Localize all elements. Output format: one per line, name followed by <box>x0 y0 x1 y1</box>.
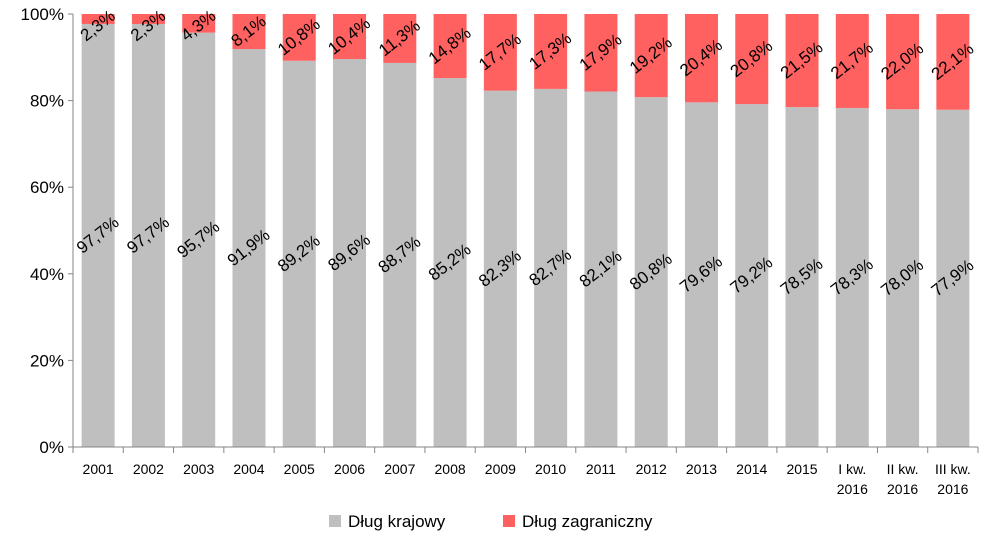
bar-dlug-krajowy <box>81 23 115 448</box>
x-tick-label: 2011 <box>586 461 616 477</box>
bar-dlug-zagraniczny <box>483 14 517 91</box>
bar-dlug-krajowy <box>182 32 216 448</box>
y-tick-label: 60% <box>30 178 64 197</box>
bar-dlug-krajowy <box>131 23 165 448</box>
x-tick-label: 2005 <box>284 461 315 477</box>
axes-layer: 0% 20% 40% 60% 80% 100% 2001 2002 2003 2004 2005 20… <box>21 5 979 497</box>
bar-dlug-krajowy <box>534 88 568 447</box>
legend-label: Dług krajowy <box>348 512 446 531</box>
bar-dlug-krajowy <box>433 78 467 448</box>
bar-dlug-zagraniczny <box>886 14 920 110</box>
x-tick-label: 2001 <box>83 461 114 477</box>
bar-dlug-krajowy <box>835 107 869 447</box>
bar-dlug-krajowy <box>735 104 769 448</box>
bar-dlug-zagraniczny <box>835 14 869 108</box>
bar-dlug-zagraniczny <box>383 14 417 63</box>
legend-item-dlug-krajowy: Dług krajowy <box>329 512 446 531</box>
bar-dlug-zagraniczny <box>584 14 618 92</box>
x-tick-label: 2002 <box>133 461 164 477</box>
x-tick-label: 2006 <box>334 461 365 477</box>
legend: Dług krajowy Dług zagraniczny <box>329 512 653 531</box>
x-tick-label: III kw. <box>935 461 971 477</box>
bar-dlug-zagraniczny <box>634 14 668 98</box>
bar-dlug-krajowy <box>936 109 970 448</box>
bar-dlug-krajowy <box>634 97 668 448</box>
x-tick-label: 2016 <box>887 481 918 497</box>
x-tick-label: 2007 <box>384 461 415 477</box>
legend-item-dlug-zagraniczny: Dług zagraniczny <box>503 512 653 531</box>
bar-dlug-zagraniczny <box>81 14 115 24</box>
bar-dlug-krajowy <box>483 90 517 448</box>
x-tick-label: 2008 <box>435 461 466 477</box>
bar-dlug-krajowy <box>684 102 718 447</box>
x-tick-label: 2016 <box>937 481 968 497</box>
x-tick-label: II kw. <box>887 461 919 477</box>
bar-dlug-krajowy <box>232 49 266 447</box>
x-tick-label: 2004 <box>233 461 264 477</box>
legend-swatch <box>503 515 515 527</box>
x-tick-label: 2003 <box>183 461 214 477</box>
legend-swatch <box>329 515 341 527</box>
bar-dlug-zagraniczny <box>131 14 165 24</box>
x-tick-label: 2010 <box>535 461 566 477</box>
bar-dlug-zagraniczny <box>735 14 769 105</box>
y-tick-label: 0% <box>39 438 64 457</box>
x-tick-label: 2013 <box>686 461 717 477</box>
bar-dlug-zagraniczny <box>333 14 367 60</box>
bar-dlug-krajowy <box>886 109 920 447</box>
bar-dlug-zagraniczny <box>936 14 970 110</box>
y-tick-label: 40% <box>30 265 64 284</box>
bar-dlug-zagraniczny <box>182 14 216 33</box>
y-tick-label: 100% <box>21 5 64 24</box>
bar-dlug-krajowy <box>785 107 819 447</box>
bar-dlug-krajowy <box>282 60 316 447</box>
bar-dlug-zagraniczny <box>785 14 819 108</box>
legend-label: Dług zagraniczny <box>522 512 653 531</box>
x-tick-label: I kw. <box>838 461 866 477</box>
bar-dlug-krajowy <box>584 91 618 447</box>
y-tick-label: 20% <box>30 351 64 370</box>
x-tick-label: 2015 <box>786 461 817 477</box>
bar-dlug-zagraniczny <box>433 14 467 79</box>
y-tick-label: 80% <box>30 92 64 111</box>
x-tick-label: 2012 <box>636 461 667 477</box>
bar-dlug-krajowy <box>333 59 367 447</box>
bars-layer <box>81 14 970 448</box>
bar-dlug-zagraniczny <box>282 14 316 61</box>
x-tick-label: 2014 <box>736 461 767 477</box>
bar-dlug-zagraniczny <box>232 14 266 50</box>
x-tick-label: 2016 <box>837 481 868 497</box>
x-tick-label: 2009 <box>485 461 516 477</box>
bar-dlug-krajowy <box>383 62 417 447</box>
bar-dlug-zagraniczny <box>534 14 568 89</box>
bar-dlug-zagraniczny <box>684 14 718 103</box>
